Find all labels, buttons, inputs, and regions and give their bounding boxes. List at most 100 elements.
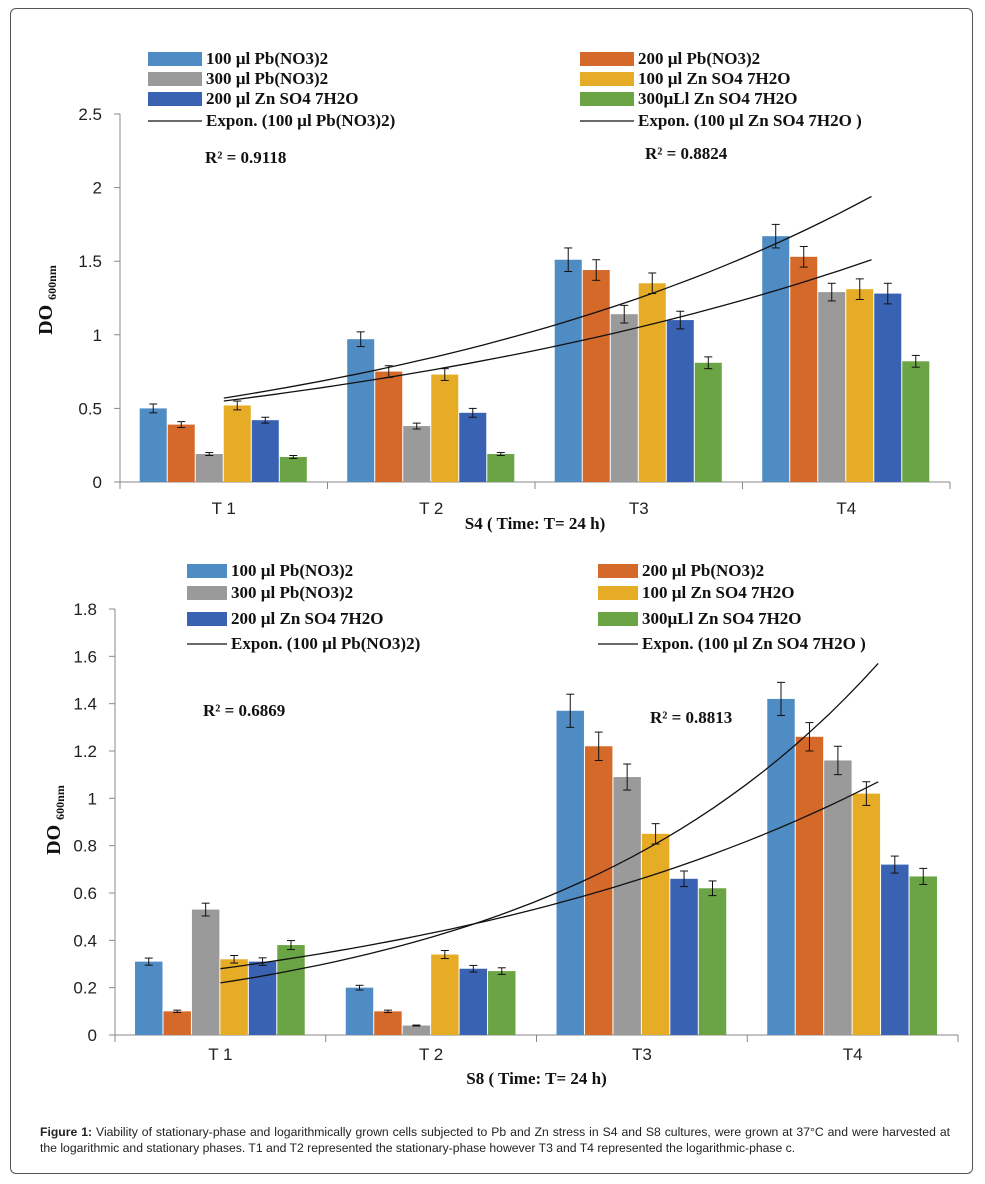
legend-label-s4-2: 300 µl Pb(NO3)2: [206, 69, 328, 88]
x-tick-label-s4-2: T3: [629, 499, 649, 518]
bar-s8-0-0: [135, 961, 163, 1035]
bar-s4-1-2: [582, 270, 610, 482]
legend-label-s8-6: Expon. (100 µl Pb(NO3)2): [231, 634, 420, 653]
legend-label-s4-7: Expon. (100 µl Zn SO4 7H2O ): [638, 111, 862, 130]
y-tick-label-s4-3: 1.5: [78, 252, 102, 271]
legend-label-s8-7: Expon. (100 µl Zn SO4 7H2O ): [642, 634, 866, 653]
y-tick-label-s8-6: 1.2: [73, 742, 97, 761]
bar-s8-0-3: [767, 698, 795, 1035]
bar-s4-1-0: [167, 424, 195, 482]
bar-s8-2-2: [613, 777, 641, 1035]
bar-s8-3-2: [641, 833, 670, 1035]
bar-s4-5-2: [694, 362, 722, 482]
bar-s8-0-2: [556, 710, 584, 1035]
r2-label-s8-1: R² = 0.8813: [650, 708, 732, 727]
trendline-s8-0: [220, 662, 879, 984]
bar-s8-1-2: [584, 746, 613, 1035]
bar-s4-5-3: [902, 361, 930, 482]
y-tick-label-s8-0: 0: [88, 1026, 97, 1045]
legend-label-s4-5: 300µLl Zn SO4 7H2O: [638, 89, 798, 108]
bar-s8-5-3: [909, 876, 937, 1035]
caption-text: Viability of stationary-phase and logari…: [40, 1125, 950, 1155]
y-tick-label-s8-4: 0.8: [73, 837, 97, 856]
legend-swatch-s8-5: [598, 612, 638, 626]
legend-label-s4-0: 100 µl Pb(NO3)2: [206, 49, 328, 68]
legend-label-s8-3: 100 µl Zn SO4 7H2O: [642, 583, 794, 602]
chart-s4: 100 µl Pb(NO3)2 200 µl Pb(NO3)2 300 µl Pb(…: [35, 49, 951, 533]
x-tick-label-s8-1: T 2: [419, 1045, 443, 1064]
legend-label-s8-4: 200 µl Zn SO4 7H2O: [231, 609, 383, 628]
legend-swatch-s4-5: [580, 92, 634, 106]
bar-s4-2-1: [403, 426, 431, 482]
bar-s4-3-1: [431, 374, 459, 482]
x-tick-label-s4-1: T 2: [419, 499, 443, 518]
y-axis-title-s4: DO 600nm: [35, 265, 59, 335]
figure-caption: Figure 1: Viability of stationary-phase …: [40, 1124, 950, 1156]
bar-s4-5-0: [279, 456, 307, 482]
chart-s8: 100 µl Pb(NO3)2 200 µl Pb(NO3)2 300 µl Pb(…: [43, 561, 959, 1088]
r2-label-s8-0: R² = 0.6869: [203, 701, 285, 720]
bar-s4-4-1: [459, 412, 487, 482]
legend-swatch-s4-3: [580, 72, 634, 86]
legend-label-s4-4: 200 µl Zn SO4 7H2O: [206, 89, 358, 108]
x-tick-label-s8-2: T3: [632, 1045, 652, 1064]
bar-s4-0-3: [762, 236, 790, 482]
bar-s4-0-2: [554, 259, 582, 482]
bar-s4-3-3: [846, 289, 874, 482]
y-tick-label-s8-5: 1: [88, 789, 97, 808]
bar-s4-1-3: [790, 256, 818, 482]
bar-s8-5-1: [488, 971, 516, 1035]
y-tick-label-s8-8: 1.6: [73, 647, 97, 666]
y-tick-label-s8-3: 0.6: [73, 884, 97, 903]
bar-s8-3-3: [852, 793, 881, 1035]
bar-s4-0-0: [139, 408, 167, 482]
trendline-s4-0: [223, 195, 872, 399]
bar-s4-3-0: [223, 405, 251, 482]
bar-s4-3-2: [638, 283, 666, 482]
bar-s8-4-1: [459, 968, 488, 1035]
trendline-s8-1: [220, 781, 879, 970]
bar-s8-5-2: [698, 888, 727, 1035]
legend-label-s4-6: Expon. (100 µl Pb(NO3)2): [206, 111, 395, 130]
bar-s8-3-0: [220, 959, 248, 1035]
bar-s4-0-1: [347, 339, 375, 482]
legend-swatch-s8-1: [598, 564, 638, 578]
legend-label-s8-5: 300µLl Zn SO4 7H2O: [642, 609, 802, 628]
bar-s8-1-0: [163, 1011, 191, 1035]
legend-swatch-s4-4: [148, 92, 202, 106]
y-axis-title-s8: DO 600nm: [43, 785, 67, 855]
y-tick-label-s4-5: 2.5: [78, 105, 102, 124]
legend-swatch-s8-0: [187, 564, 227, 578]
bar-s8-1-1: [374, 1011, 402, 1035]
bar-s8-3-1: [431, 954, 459, 1035]
legend-swatch-s4-2: [148, 72, 202, 86]
bar-s4-4-3: [874, 293, 902, 482]
x-tick-label-s4-0: T 1: [212, 499, 236, 518]
legend-swatch-s8-2: [187, 586, 227, 600]
bar-s4-2-2: [610, 314, 638, 482]
x-tick-label-s8-3: T4: [843, 1045, 863, 1064]
y-tick-label-s8-1: 0.2: [73, 979, 97, 998]
bar-s4-4-0: [251, 420, 279, 482]
y-tick-label-s8-2: 0.4: [73, 931, 97, 950]
x-axis-title-s8: S8 ( Time: T= 24 h): [466, 1069, 607, 1088]
bar-s8-2-0: [191, 909, 220, 1035]
trendline-s4-1: [223, 259, 872, 402]
legend-swatch-s4-0: [148, 52, 202, 66]
y-tick-label-s4-1: 0.5: [78, 399, 102, 418]
bar-s8-2-1: [402, 1025, 431, 1035]
legend-label-s8-0: 100 µl Pb(NO3)2: [231, 561, 353, 580]
x-tick-label-s8-0: T 1: [208, 1045, 232, 1064]
legend-label-s4-1: 200 µl Pb(NO3)2: [638, 49, 760, 68]
bar-s4-5-1: [487, 454, 515, 482]
y-tick-label-s8-9: 1.8: [73, 600, 97, 619]
legend-label-s8-1: 200 µl Pb(NO3)2: [642, 561, 764, 580]
legend-label-s8-2: 300 µl Pb(NO3)2: [231, 583, 353, 602]
figure-frame: [10, 8, 973, 1174]
bar-s4-4-2: [666, 320, 694, 482]
legend-swatch-s8-4: [187, 612, 227, 626]
x-tick-label-s4-3: T4: [836, 499, 856, 518]
bar-s8-4-3: [881, 864, 909, 1035]
bar-s8-1-3: [795, 736, 824, 1035]
bar-s4-1-1: [375, 371, 403, 482]
